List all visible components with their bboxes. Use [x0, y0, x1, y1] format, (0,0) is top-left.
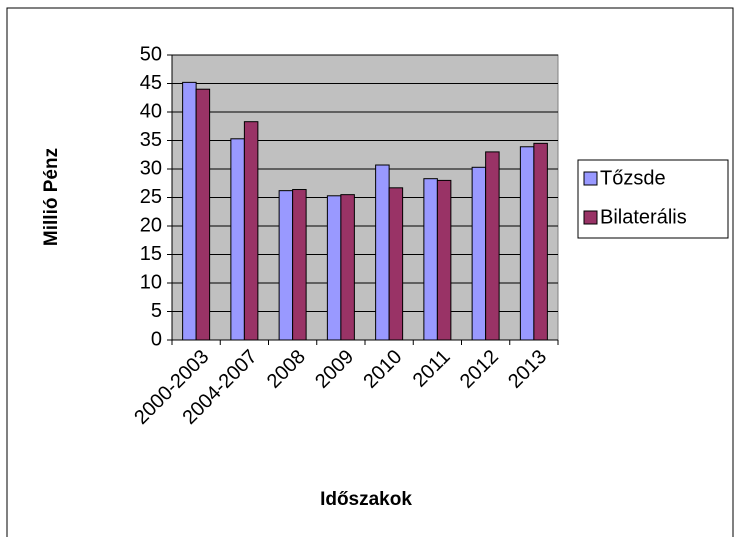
bar	[375, 164, 390, 341]
y-axis-label: Millió Pénz	[41, 148, 62, 246]
y-tick-label: 40	[140, 100, 162, 122]
bar	[292, 189, 307, 341]
legend-swatch	[583, 210, 598, 225]
y-tick-label: 10	[140, 271, 162, 293]
legend-label: Tőzsde	[600, 167, 666, 189]
bar	[195, 88, 211, 341]
y-tick-label: 35	[140, 129, 162, 151]
bar	[340, 194, 355, 341]
bar	[278, 190, 294, 341]
y-tick-label: 20	[140, 214, 162, 236]
y-tick-label: 45	[140, 72, 162, 94]
bar	[485, 151, 500, 341]
bar	[533, 142, 548, 341]
y-tick-label: 5	[151, 300, 162, 322]
y-tick-label: 25	[140, 186, 162, 208]
bar	[423, 178, 438, 341]
bar	[519, 146, 535, 341]
bar	[471, 166, 487, 341]
y-tick-label: 30	[140, 157, 162, 179]
legend-swatch	[583, 171, 598, 186]
legend-box	[577, 159, 729, 239]
legend-label: Bilaterális	[600, 206, 687, 228]
bar	[182, 81, 197, 341]
y-tick-label: 50	[140, 43, 162, 65]
y-tick-label: 15	[140, 243, 162, 265]
bar	[230, 138, 245, 341]
bar	[243, 121, 259, 341]
bar	[326, 195, 342, 341]
bar	[436, 179, 452, 341]
x-axis-label: Időszakok	[320, 489, 412, 510]
bar	[388, 187, 404, 341]
y-tick-label: 0	[151, 328, 162, 350]
